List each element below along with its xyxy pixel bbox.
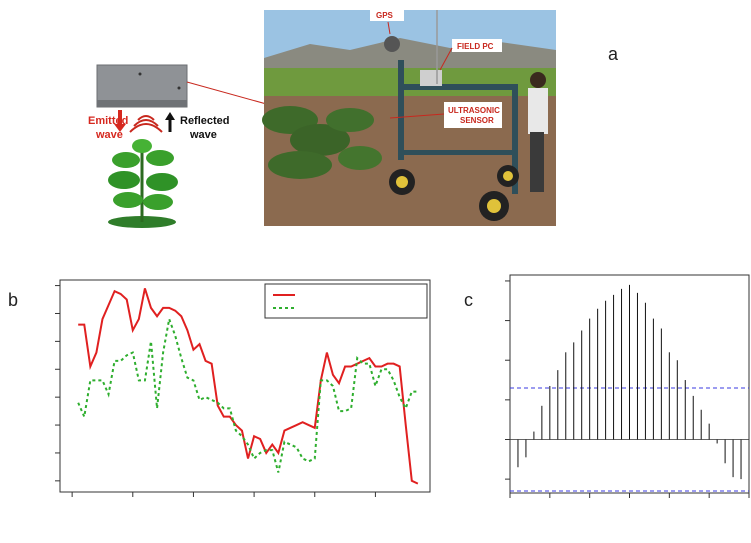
panel-letter-a: a xyxy=(608,44,619,64)
emitted-arrow-icon xyxy=(114,110,126,132)
field-pc-label: FIELD PC xyxy=(457,42,494,51)
emitted-wave-label-2: wave xyxy=(95,129,123,141)
cross-correlation-chart xyxy=(505,274,750,498)
ground-truth-vs-sensor-chart xyxy=(55,279,431,497)
panel-letter-b: b xyxy=(8,290,19,310)
emitted-wave-label: Emitted xyxy=(88,115,128,127)
figure-a-illustration: Emitted wave Reflected wave xyxy=(88,8,619,228)
reflected-wave-label: Reflected xyxy=(180,115,230,127)
panel-letter-c: c xyxy=(464,290,473,310)
reflected-arrow-icon xyxy=(165,112,175,132)
plot-frame xyxy=(59,279,431,493)
field-photo: GPS FIELD PC ULTRASONIC SENSOR xyxy=(262,8,556,226)
gps-label: GPS xyxy=(376,11,394,20)
wave-icon xyxy=(129,115,163,133)
reflected-wave-label-2: wave xyxy=(189,129,217,141)
series-line-sensor xyxy=(77,315,418,473)
plant-icon xyxy=(108,139,178,228)
ultrasonic-sensor-label: ULTRASONIC xyxy=(448,106,500,115)
legend-box xyxy=(264,283,428,319)
ultrasonic-sensor-label-2: SENSOR xyxy=(460,116,494,125)
